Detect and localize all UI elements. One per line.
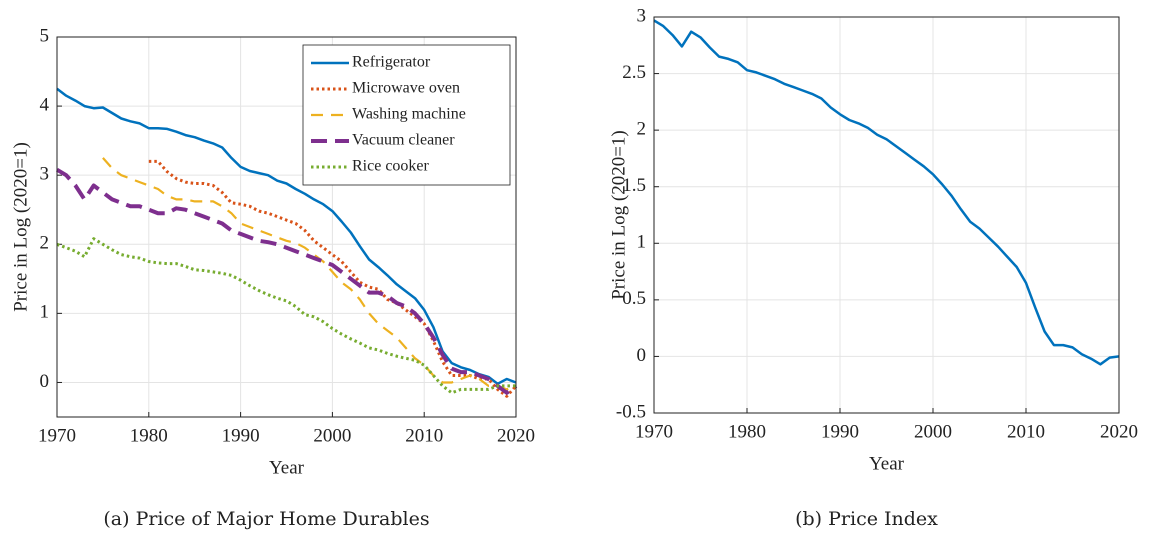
- y-tick-label: 1: [40, 302, 50, 323]
- series-line: [148, 159, 518, 398]
- y-tick-label: 3: [40, 164, 50, 185]
- y-tick-label: 5: [40, 25, 50, 46]
- x-tick-label: 1970: [635, 421, 673, 442]
- caption: (a) Price of Major Home Durables: [103, 508, 429, 530]
- y-axis-label: Price in Log (2020=1): [10, 142, 31, 312]
- axes-box: [56, 36, 517, 418]
- series-line: [56, 237, 516, 395]
- legend-label: Vacuum cleaner: [352, 132, 455, 149]
- legend-label: Refrigerator: [352, 54, 431, 71]
- series-line: [102, 157, 517, 391]
- x-tick-label: 1990: [222, 425, 260, 446]
- x-tick-label: 1980: [130, 425, 168, 446]
- series-line: [653, 19, 1120, 366]
- y-tick-label: 4: [40, 94, 50, 115]
- x-tick-label: 1980: [728, 421, 766, 442]
- x-tick-label: 2020: [1100, 421, 1138, 442]
- legend-label: Microwave oven: [352, 80, 460, 97]
- x-tick-label: 2020: [497, 425, 535, 446]
- y-tick-label: 2: [40, 233, 50, 254]
- x-tick-label: 2010: [1007, 421, 1045, 442]
- y-tick-label: 1: [637, 232, 647, 253]
- y-tick-label: -0.5: [616, 401, 646, 422]
- y-tick-label: 0: [637, 345, 647, 366]
- plot-area: [654, 17, 1119, 413]
- caption: (b) Price Index: [795, 508, 938, 530]
- y-tick-label: 0: [40, 371, 50, 392]
- x-tick-label: 2000: [313, 425, 351, 446]
- x-tick-label: 1970: [38, 425, 76, 446]
- legend-label: Rice cooker: [352, 158, 430, 175]
- x-tick-label: 2010: [405, 425, 443, 446]
- series-line: [56, 87, 517, 386]
- axes-box: [653, 16, 1120, 414]
- y-tick-label: 2: [637, 119, 647, 140]
- x-tick-label: 1990: [821, 421, 859, 442]
- y-tick-label: 2.5: [622, 62, 646, 83]
- x-axis-label: Year: [269, 457, 305, 478]
- legend-label: Washing machine: [352, 106, 466, 123]
- y-tick-label: 1.5: [622, 175, 646, 196]
- x-axis-label: Year: [869, 453, 905, 474]
- series-line: [55, 167, 518, 395]
- y-tick-label: 3: [637, 5, 647, 26]
- x-tick-label: 2000: [914, 421, 952, 442]
- y-tick-label: 0.5: [622, 288, 646, 309]
- y-axis-label: Price in Log (2020=1): [608, 130, 629, 300]
